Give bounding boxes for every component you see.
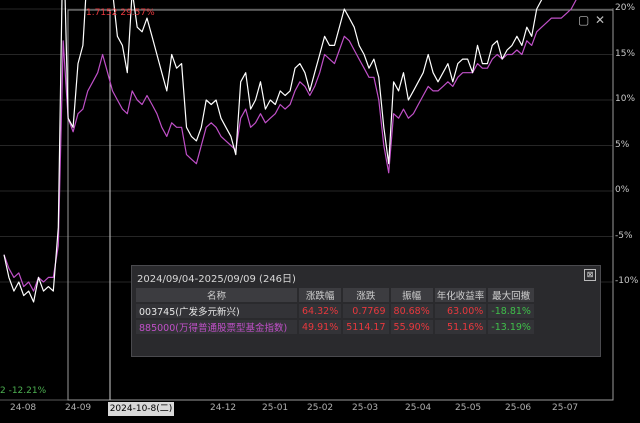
y-tick-label: 0% — [615, 185, 630, 195]
range-stats-title: 2024/09/04-2025/09/09 (246日) — [137, 274, 296, 285]
col-header-change-pct: 涨跌幅 — [299, 288, 342, 302]
grid-lines — [0, 8, 613, 283]
y-tick-label: -5% — [615, 230, 633, 241]
col-header-annualized: 年化收益率 — [434, 288, 487, 302]
series-line — [3, 0, 543, 303]
col-header-amplitude: 振幅 — [390, 288, 433, 302]
row-change-pct: 49.91% — [299, 320, 342, 334]
y-tick-label: 5% — [615, 139, 630, 150]
row-name: 003745(广发多元新兴) — [136, 304, 297, 318]
x-tick-label: 25-03 — [352, 403, 379, 413]
low-annotation: 2 -12.21% — [0, 386, 47, 396]
x-tick-label: 25-02 — [307, 403, 334, 413]
table-row[interactable]: 885000(万得普通股票型基金指数) 49.91% 5114.17 55.90… — [136, 320, 534, 334]
table-header-row: 名称 涨跌幅 涨跌 振幅 年化收益率 最大回撤 — [136, 288, 534, 302]
peak-annotation: 1.7152 29.57% — [86, 8, 155, 18]
row-change: 5114.17 — [343, 320, 389, 334]
panel-close-icon[interactable]: ⊠ — [584, 269, 596, 281]
x-tick-label: 25-05 — [455, 403, 482, 413]
y-tick-label: -10% — [615, 276, 639, 286]
x-tick-label: 25-06 — [505, 403, 532, 413]
x-tick-label: 24-09 — [65, 403, 92, 413]
y-tick-label: 15% — [615, 48, 636, 59]
row-max-drawdown: -13.19% — [488, 320, 534, 334]
close-icon[interactable]: ✕ — [595, 13, 606, 27]
row-annualized: 63.00% — [434, 304, 487, 318]
row-change: 0.7769 — [343, 304, 389, 318]
row-amplitude: 55.90% — [390, 320, 433, 334]
y-tick-label: 20% — [615, 3, 636, 13]
crosshair-date-label: 2024-10-8(二) — [108, 402, 174, 416]
y-tick-label: 10% — [615, 94, 636, 104]
row-amplitude: 80.68% — [390, 304, 433, 318]
x-tick-label: 25-01 — [262, 403, 289, 413]
row-annualized: 51.16% — [434, 320, 487, 334]
range-stats-table: 名称 涨跌幅 涨跌 振幅 年化收益率 最大回撤 003745(广发多元新兴) 6… — [134, 286, 536, 336]
row-change-pct: 64.32% — [299, 304, 342, 318]
maximize-icon[interactable]: ▢ — [578, 13, 590, 27]
range-stats-panel: 2024/09/04-2025/09/09 (246日) ⊠ 名称 涨跌幅 涨跌… — [131, 265, 601, 357]
row-max-drawdown: -18.81% — [488, 304, 534, 318]
col-header-name: 名称 — [136, 288, 297, 302]
col-header-max-drawdown: 最大回撤 — [488, 288, 534, 302]
x-tick-label: 24-08 — [10, 403, 37, 413]
x-tick-label: 24-12 — [210, 403, 237, 413]
range-selection-box — [67, 9, 614, 401]
table-row[interactable]: 003745(广发多元新兴) 64.32% 0.7769 80.68% 63.0… — [136, 304, 534, 318]
series-line — [3, 0, 577, 292]
col-header-change: 涨跌 — [343, 288, 389, 302]
x-tick-label: 25-07 — [552, 403, 579, 413]
row-name: 885000(万得普通股票型基金指数) — [136, 320, 297, 334]
x-tick-label: 25-04 — [405, 403, 432, 413]
